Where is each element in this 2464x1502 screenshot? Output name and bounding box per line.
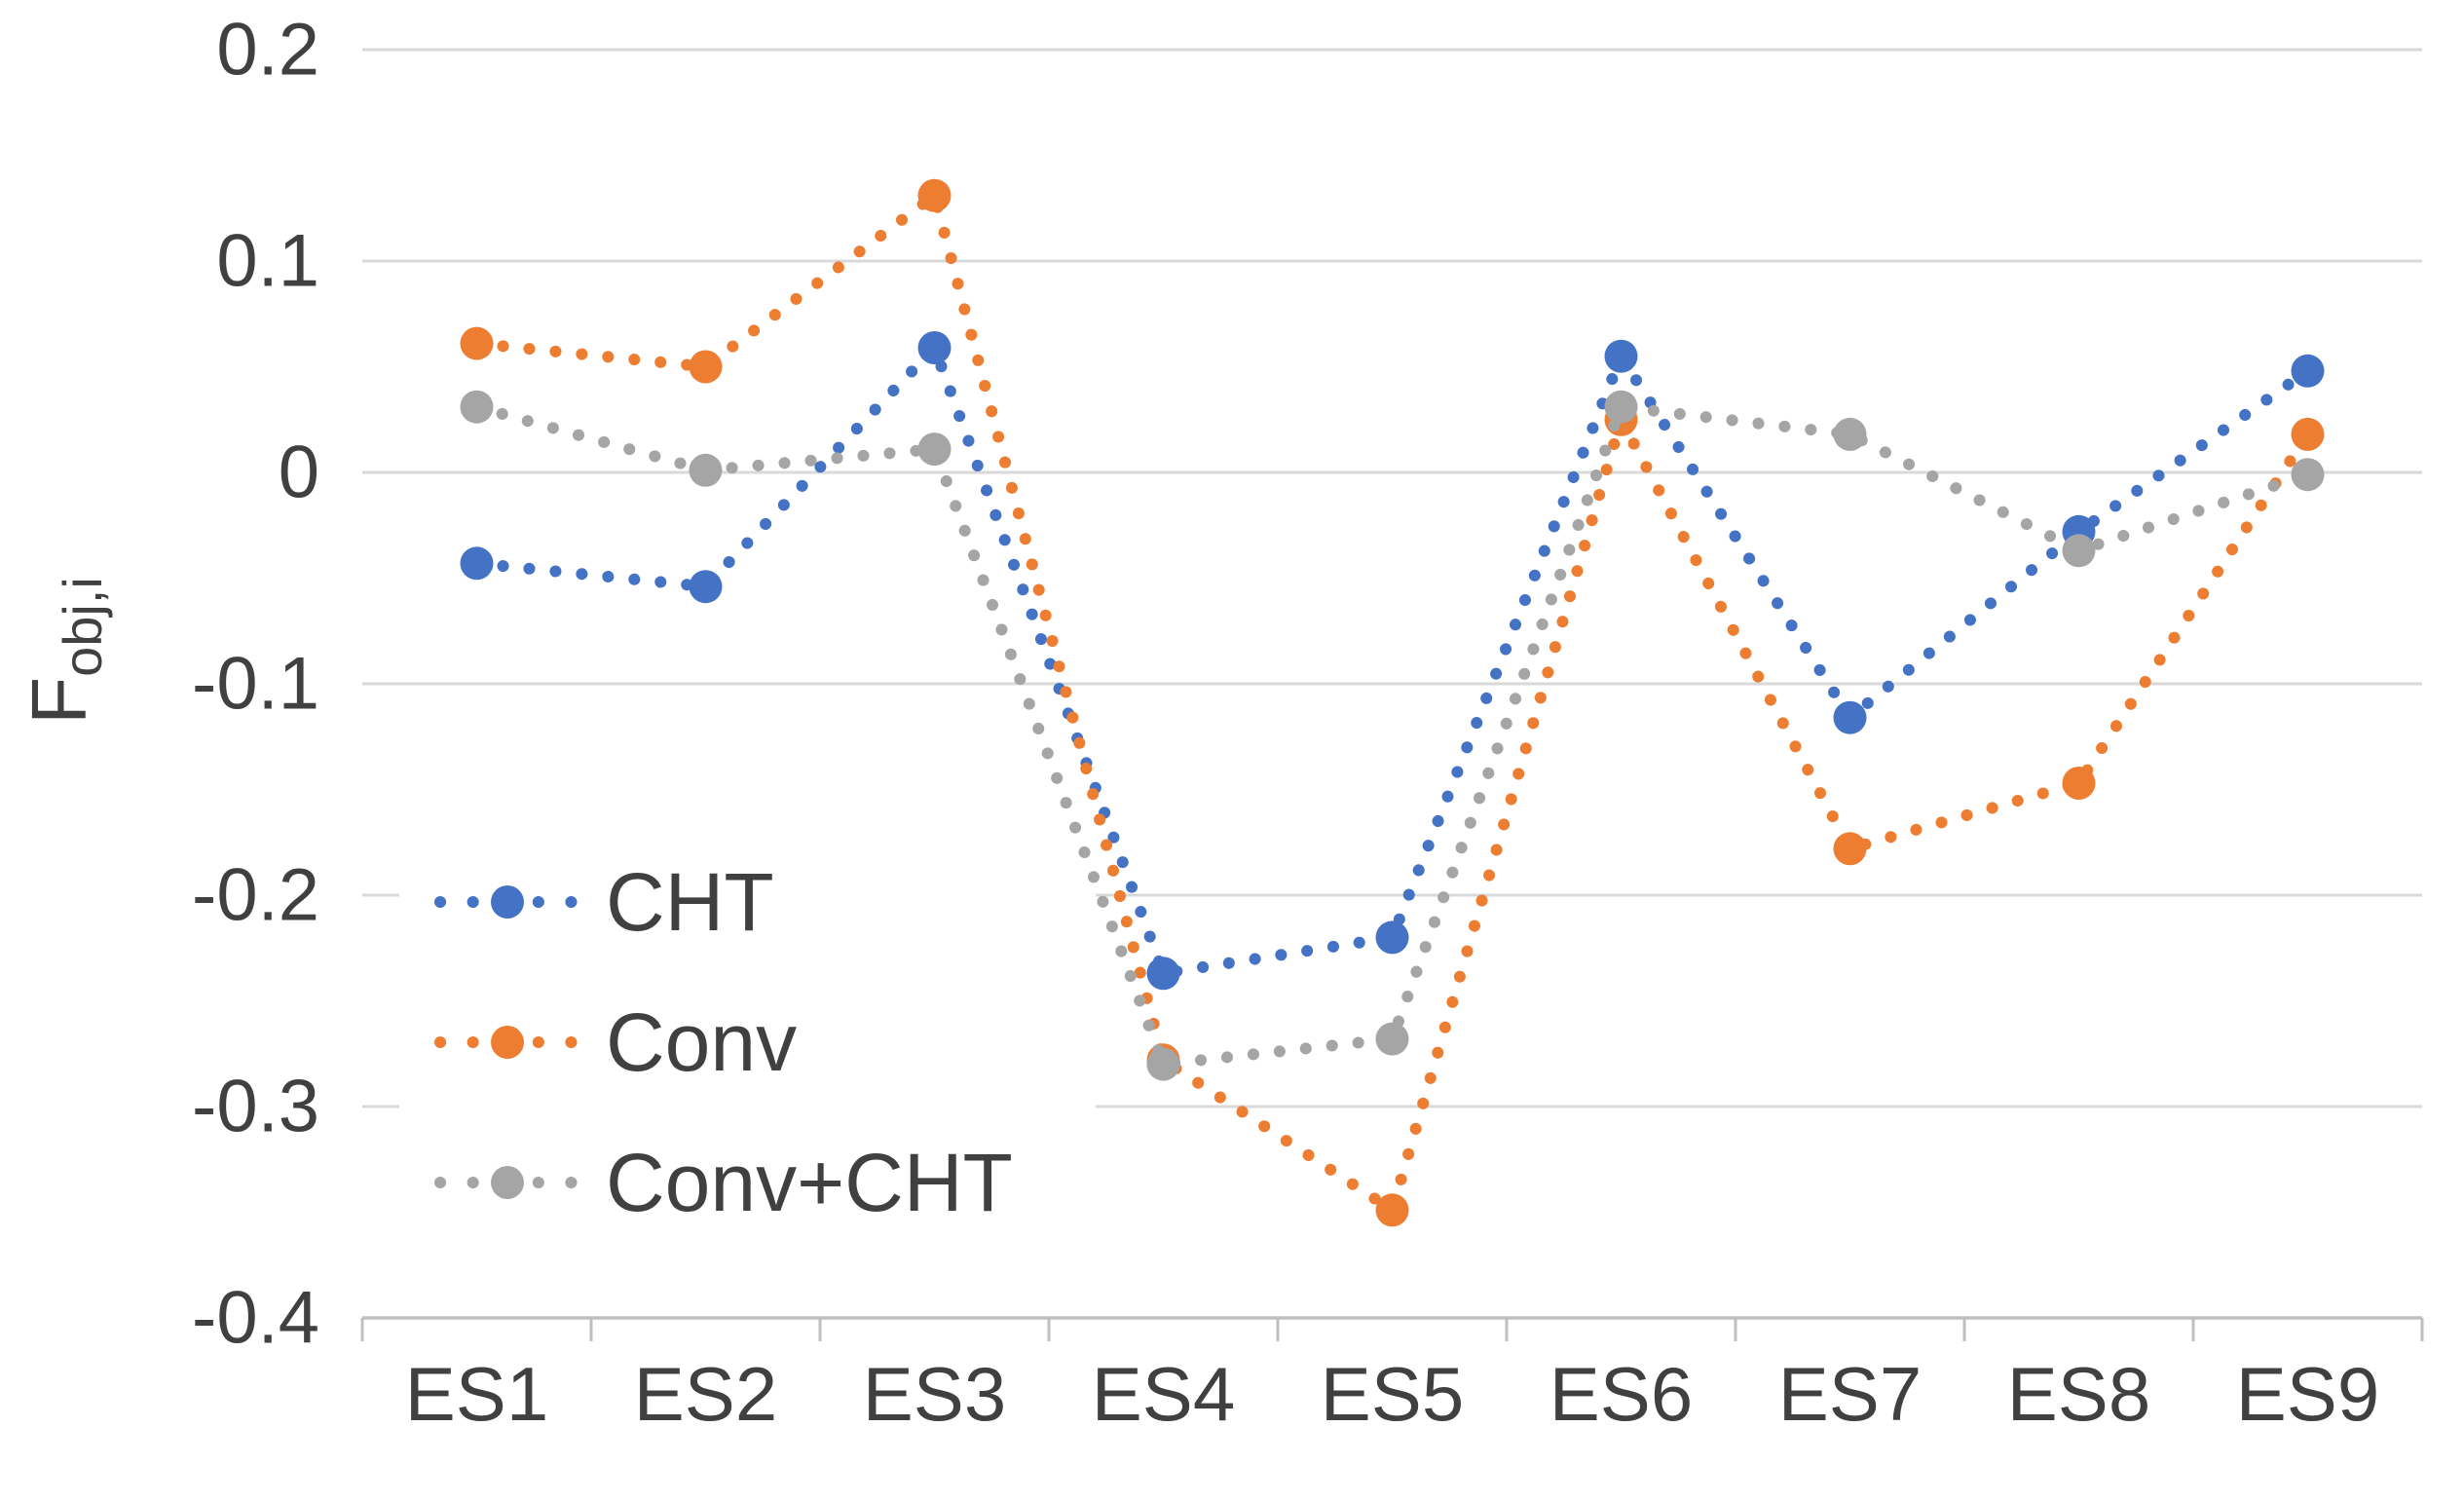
data-point-Conv-ES7 xyxy=(1833,832,1867,866)
data-point-Conv+CHT-ES3 xyxy=(917,432,952,467)
legend-marker xyxy=(491,1166,524,1199)
data-point-Conv+CHT-ES7 xyxy=(1833,417,1867,451)
data-point-Conv+CHT-ES6 xyxy=(1604,390,1638,424)
data-point-Conv+CHT-ES1 xyxy=(460,390,494,424)
data-point-CHT-ES2 xyxy=(689,570,723,604)
data-point-CHT-ES7 xyxy=(1833,700,1867,734)
y-tick-label: -0.3 xyxy=(192,1066,319,1148)
data-point-Conv+CHT-ES8 xyxy=(2062,534,2096,568)
y-tick-label: -0.2 xyxy=(192,854,319,937)
series-CHT xyxy=(460,331,2325,991)
data-point-Conv+CHT-ES9 xyxy=(2291,458,2325,492)
data-point-Conv-ES9 xyxy=(2291,417,2325,451)
legend-marker xyxy=(491,1026,524,1059)
x-category-label: ES2 xyxy=(634,1351,777,1437)
legend-item-Conv: Conv xyxy=(434,996,797,1088)
y-tick-label: 0 xyxy=(279,432,319,514)
x-axis-labels: ES1 ES2 ES3 ES4 ES5 ES6 ES7 ES8 ES9 xyxy=(405,1351,2379,1437)
series-line-CHT xyxy=(470,336,2314,980)
legend-label: Conv xyxy=(606,996,797,1088)
legend: CHT Conv Conv+CHT xyxy=(434,856,1013,1228)
x-category-label: ES6 xyxy=(1549,1351,1693,1437)
data-point-Conv-ES8 xyxy=(2062,767,2096,800)
legend-label: Conv+CHT xyxy=(606,1137,1013,1228)
y-tick-label: -0.4 xyxy=(192,1277,319,1360)
y-tick-label: 0.2 xyxy=(216,9,319,92)
x-category-label: ES4 xyxy=(1092,1351,1235,1437)
y-axis-labels: 0.2 0.1 0 -0.1 -0.2 -0.3 -0.4 xyxy=(192,9,319,1360)
x-category-label: ES8 xyxy=(2007,1351,2150,1437)
data-point-Conv+CHT-ES2 xyxy=(689,453,723,487)
legend-item-Conv+CHT: Conv+CHT xyxy=(434,1137,1013,1228)
data-point-Conv-ES5 xyxy=(1375,1193,1409,1227)
data-point-Conv+CHT-ES4 xyxy=(1146,1047,1180,1081)
legend-label: CHT xyxy=(606,856,774,948)
data-point-CHT-ES9 xyxy=(2291,354,2325,388)
data-point-Conv-ES3 xyxy=(917,178,952,212)
legend-marker xyxy=(491,885,524,919)
x-category-label: ES9 xyxy=(2236,1351,2379,1437)
y-tick-label: -0.1 xyxy=(192,643,319,726)
data-point-Conv-ES1 xyxy=(460,326,494,360)
data-point-Conv+CHT-ES5 xyxy=(1375,1022,1409,1056)
data-point-CHT-ES1 xyxy=(460,546,494,581)
y-tick-label: 0.1 xyxy=(216,220,319,303)
series-Conv+CHT xyxy=(460,390,2325,1081)
data-point-Conv-ES2 xyxy=(689,350,723,384)
series-line-Conv+CHT xyxy=(470,400,2314,1071)
data-point-CHT-ES4 xyxy=(1146,957,1180,991)
data-point-CHT-ES6 xyxy=(1604,339,1638,373)
x-category-label: ES3 xyxy=(863,1351,1006,1437)
x-category-label: ES5 xyxy=(1321,1351,1464,1437)
x-category-label: ES1 xyxy=(405,1351,548,1437)
x-axis xyxy=(360,1316,2424,1341)
legend-item-CHT: CHT xyxy=(434,856,774,948)
y-axis-title: Fobj,i xyxy=(16,577,113,725)
data-point-CHT-ES5 xyxy=(1375,920,1409,955)
data-point-CHT-ES3 xyxy=(917,331,952,364)
x-category-label: ES7 xyxy=(1778,1351,1922,1437)
